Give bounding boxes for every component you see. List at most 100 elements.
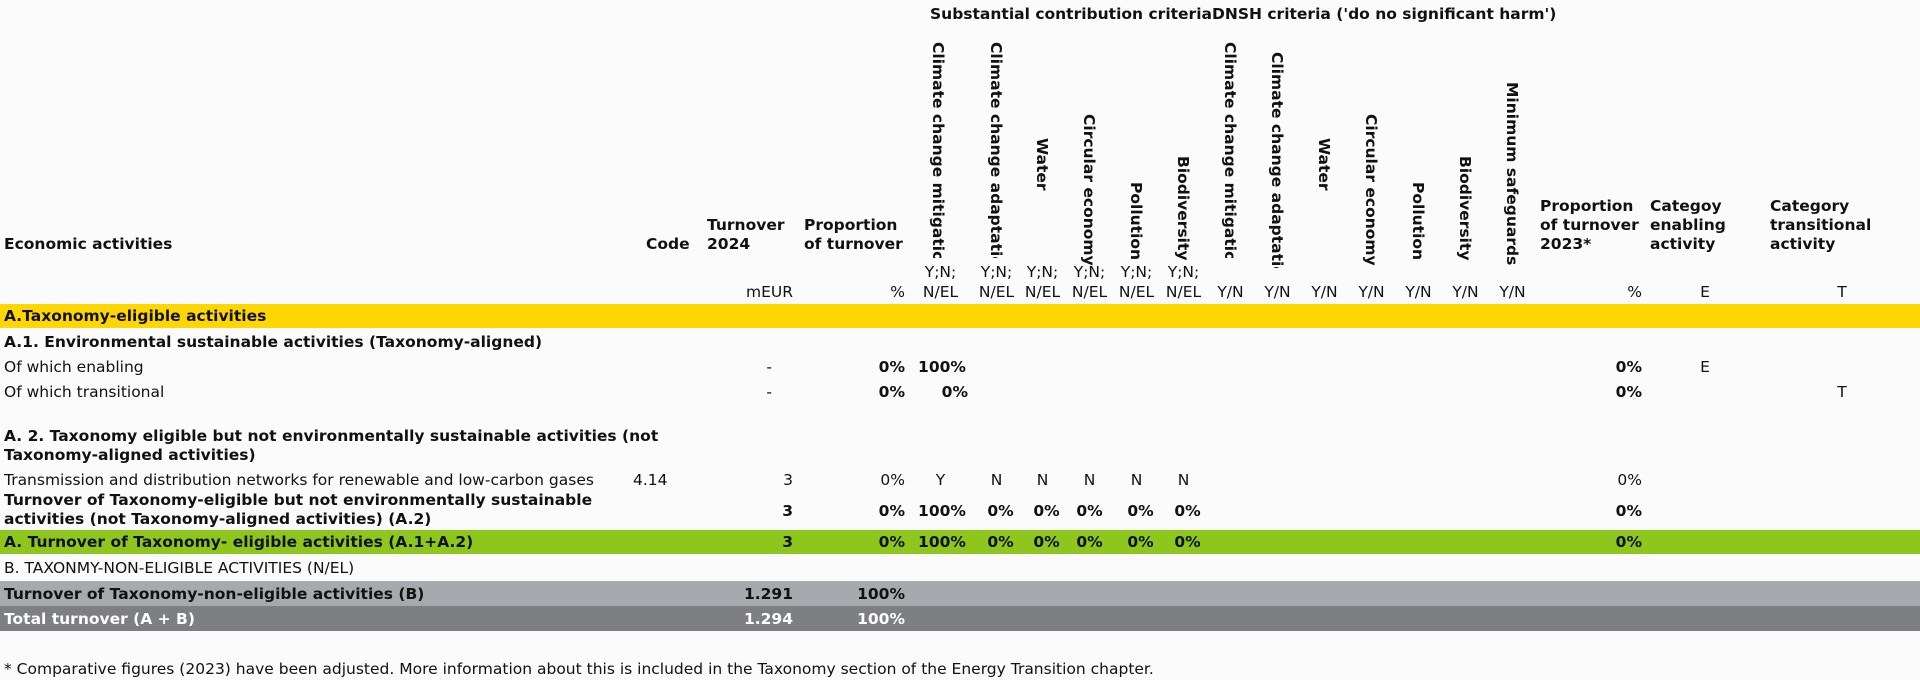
unit-sc-4a: Y;N; bbox=[1073, 263, 1106, 281]
unit-dnsh-3: Y/N bbox=[1311, 283, 1338, 301]
total-turnover: 1.294 bbox=[743, 610, 793, 628]
a1-row-enabling-proportion: 0% bbox=[878, 358, 905, 376]
total-a-label: A. Turnover of Taxonomy- eligible activi… bbox=[4, 533, 474, 551]
a2-row-turnover: 3 bbox=[783, 471, 793, 489]
a2-row-sc6: N bbox=[1177, 471, 1190, 489]
a1-row-transitional-transitional: T bbox=[1837, 383, 1847, 401]
a2-subtotal-sc4: 0% bbox=[1076, 502, 1103, 520]
sc-water-header: Water bbox=[1033, 138, 1051, 191]
transitional-header-2: transitional bbox=[1770, 216, 1872, 234]
proportion-2023-header-3: 2023* bbox=[1540, 235, 1592, 253]
sc-climate-adaptation-header: Climate change adaptation bbox=[987, 42, 1005, 258]
total-proportion: 100% bbox=[857, 610, 905, 628]
a1-row-enabling-prop2023: 0% bbox=[1615, 358, 1642, 376]
dnsh-circular-economy-header: Circular economy bbox=[1362, 114, 1380, 266]
a2-subtotal-sc5: 0% bbox=[1127, 502, 1154, 520]
a2-subtotal-sc3: 0% bbox=[1033, 502, 1060, 520]
a1-row-enabling-enabling: E bbox=[1700, 358, 1710, 376]
a1-row-transitional-turnover: - bbox=[766, 383, 772, 401]
unit-sc-5a: Y;N; bbox=[1120, 263, 1153, 281]
unit-dnsh-2: Y/N bbox=[1264, 283, 1291, 301]
a2-row-proportion: 0% bbox=[880, 471, 905, 489]
code-header: Code bbox=[646, 235, 690, 253]
dnsh-criteria-header: DNSH criteria ('do no significant harm') bbox=[1212, 5, 1557, 23]
section-a-band bbox=[0, 304, 1920, 328]
turnover-header-1: Turnover bbox=[707, 216, 785, 234]
total-label: Total turnover (A + B) bbox=[4, 610, 195, 628]
total-a-proportion: 0% bbox=[878, 533, 905, 551]
total-a-turnover: 3 bbox=[782, 533, 793, 551]
a1-row-enabling-turnover: - bbox=[766, 358, 772, 376]
footnote: * Comparative figures (2023) have been a… bbox=[4, 660, 1154, 678]
unit-dnsh-7: Y/N bbox=[1499, 283, 1526, 301]
dnsh-climate-adaptation-header: Climate change adaptation bbox=[1268, 52, 1286, 268]
a2-row-activity: Transmission and distribution networks f… bbox=[4, 471, 594, 489]
unit-dnsh-5: Y/N bbox=[1405, 283, 1432, 301]
a1-row-enabling-activity: Of which enabling bbox=[4, 358, 144, 376]
a2-subtotal-sc1: 100% bbox=[918, 502, 966, 520]
b-row-label: Turnover of Taxonomy-non-eligible activi… bbox=[4, 585, 425, 603]
section-a-title: A.Taxonomy-eligible activities bbox=[4, 307, 267, 325]
total-a-sc2: 0% bbox=[987, 533, 1014, 551]
unit-sc-1a: Y;N; bbox=[924, 263, 957, 281]
enabling-header-1: Categoy bbox=[1650, 197, 1722, 215]
unit-transitional: T bbox=[1837, 283, 1847, 301]
b-row-proportion: 100% bbox=[857, 585, 905, 603]
dnsh-biodiversity-header: Biodiversity bbox=[1456, 156, 1474, 261]
unit-proportion-2023: % bbox=[1627, 283, 1642, 301]
a2-row-sc2: N bbox=[990, 471, 1003, 489]
a2-row-sc3: N bbox=[1036, 471, 1049, 489]
total-a-sc6: 0% bbox=[1174, 533, 1201, 551]
sc-biodiversity-header: Biodiversity bbox=[1174, 156, 1192, 261]
a2-subtotal-label-2: activities (not Taxonomy-aligned activit… bbox=[4, 510, 432, 528]
a2-subtotal-sc6: 0% bbox=[1174, 502, 1201, 520]
unit-turnover: mEUR bbox=[745, 283, 793, 301]
sc-climate-mitigation-header: Climate change mitigation bbox=[929, 42, 947, 258]
proportion-header-1: Proportion bbox=[804, 216, 898, 234]
transitional-header-3: activity bbox=[1770, 235, 1836, 253]
unit-sc-5b: N/EL bbox=[1118, 283, 1155, 301]
sc-circular-economy-header: Circular economy bbox=[1080, 114, 1098, 266]
turnover-header-2: 2024 bbox=[707, 235, 751, 253]
unit-enabling: E bbox=[1700, 283, 1710, 301]
unit-sc-6b: N/EL bbox=[1165, 283, 1202, 301]
a2-title-line-2: Taxonomy-aligned activities) bbox=[4, 446, 256, 464]
total-band bbox=[0, 606, 1920, 631]
unit-sc-2b: N/EL bbox=[978, 283, 1015, 301]
b-row-band bbox=[0, 581, 1920, 606]
total-a-prop2023: 0% bbox=[1615, 533, 1642, 551]
a2-subtotal-proportion: 0% bbox=[878, 502, 905, 520]
dnsh-pollution-header: Pollution bbox=[1409, 182, 1427, 261]
total-a-sc5: 0% bbox=[1127, 533, 1154, 551]
unit-sc-3a: Y;N; bbox=[1026, 263, 1059, 281]
a2-subtotal-turnover: 3 bbox=[782, 502, 793, 520]
section-b-title: B. TAXONMY-NON-ELIGIBLE ACTIVITIES (N/EL… bbox=[4, 559, 355, 577]
a1-row-transitional-sc1: 0% bbox=[941, 383, 968, 401]
b-row-turnover: 1.291 bbox=[743, 585, 793, 603]
proportion-2023-header-1: Proportion bbox=[1540, 197, 1634, 215]
total-a-sc4: 0% bbox=[1076, 533, 1103, 551]
unit-sc-4b: N/EL bbox=[1071, 283, 1108, 301]
a2-title-line-1: A. 2. Taxonomy eligible but not environm… bbox=[4, 427, 659, 445]
a1-row-transitional-proportion: 0% bbox=[878, 383, 905, 401]
enabling-header-3: activity bbox=[1650, 235, 1716, 253]
proportion-2023-header-2: of turnover bbox=[1540, 216, 1639, 234]
a2-subtotal-prop2023: 0% bbox=[1615, 502, 1642, 520]
dnsh-climate-mitigation-header: Climate change mitigation bbox=[1221, 42, 1239, 258]
a2-row-prop2023: 0% bbox=[1617, 471, 1642, 489]
unit-dnsh-1: Y/N bbox=[1217, 283, 1244, 301]
a2-subtotal-label-1: Turnover of Taxonomy-eligible but not en… bbox=[4, 491, 593, 509]
a2-row-sc5: N bbox=[1130, 471, 1143, 489]
unit-proportion: % bbox=[890, 283, 905, 301]
unit-sc-3b: N/EL bbox=[1024, 283, 1061, 301]
a1-row-transitional-activity: Of which transitional bbox=[4, 383, 165, 401]
total-a-sc3: 0% bbox=[1033, 533, 1060, 551]
unit-sc-1b: N/EL bbox=[922, 283, 959, 301]
proportion-header-2: of turnover bbox=[804, 235, 903, 253]
enabling-header-2: enabling bbox=[1650, 216, 1726, 234]
a2-row-sc1: Y bbox=[935, 471, 946, 489]
sc-pollution-header: Pollution bbox=[1127, 182, 1145, 261]
unit-sc-2a: Y;N; bbox=[980, 263, 1013, 281]
unit-sc-6a: Y;N; bbox=[1167, 263, 1200, 281]
dnsh-water-header: Water bbox=[1315, 138, 1333, 191]
